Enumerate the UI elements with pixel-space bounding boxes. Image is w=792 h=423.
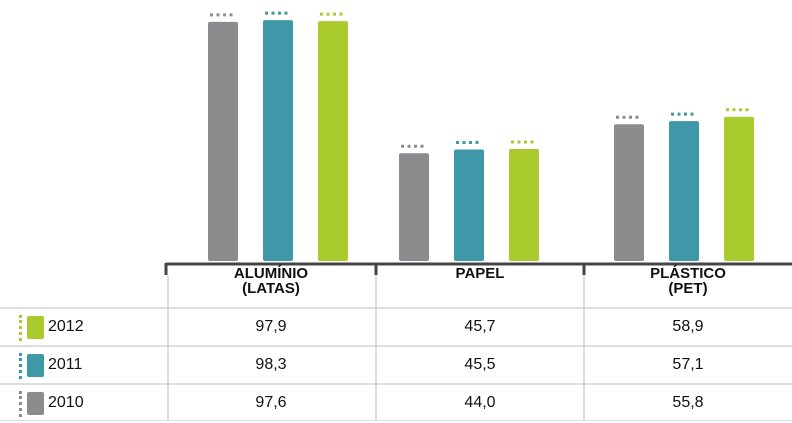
row-2012-swatch-icon (27, 316, 44, 339)
bar-2012-1 (509, 149, 539, 261)
row-2010-dots-icon (19, 391, 26, 417)
row-2012-dots-icon (19, 315, 26, 341)
cell-2010-aluminio: 97,6 (255, 394, 287, 411)
bar-2010-1 (399, 153, 429, 261)
bar-2010-0 (208, 21, 238, 261)
category-label-aluminio: ALUMÍNIO (LATAS) (233, 265, 309, 297)
cell-2012-plastico: 58,9 (672, 318, 704, 335)
row-label-2010: 2010 (48, 394, 84, 411)
category-label-papel: PAPEL (455, 265, 505, 282)
row-2010-swatch-icon (27, 392, 44, 415)
bar-2011-0 (263, 20, 293, 262)
cell-2010-plastico: 55,8 (672, 394, 704, 411)
table-row-2011: 2011 98,3 45,5 57,1 (0, 347, 792, 385)
row-2011-dots-icon (19, 353, 26, 379)
category-label-plastico: PLÁSTICO (PET) (650, 265, 726, 297)
table-row-2010: 2010 97,6 44,0 55,8 (0, 385, 792, 423)
bar-2010-2 (614, 124, 644, 261)
bar-2012-0 (318, 21, 348, 261)
cell-2012-aluminio: 97,9 (255, 318, 287, 335)
bar-2012-2 (724, 116, 754, 261)
bar-2011-2 (669, 121, 699, 261)
table-row-2012: 2012 97,9 45,7 58,9 (0, 309, 792, 347)
row-label-2011: 2011 (48, 356, 83, 373)
cell-2011-papel: 45,5 (464, 356, 496, 373)
row-2011-swatch-icon (27, 354, 44, 377)
row-label-2012: 2012 (48, 318, 84, 335)
cell-2010-papel: 44,0 (464, 394, 496, 411)
cell-2012-papel: 45,7 (464, 318, 496, 335)
cell-2011-aluminio: 98,3 (255, 356, 287, 373)
cell-2011-plastico: 57,1 (672, 356, 704, 373)
bar-2011-1 (454, 149, 484, 261)
